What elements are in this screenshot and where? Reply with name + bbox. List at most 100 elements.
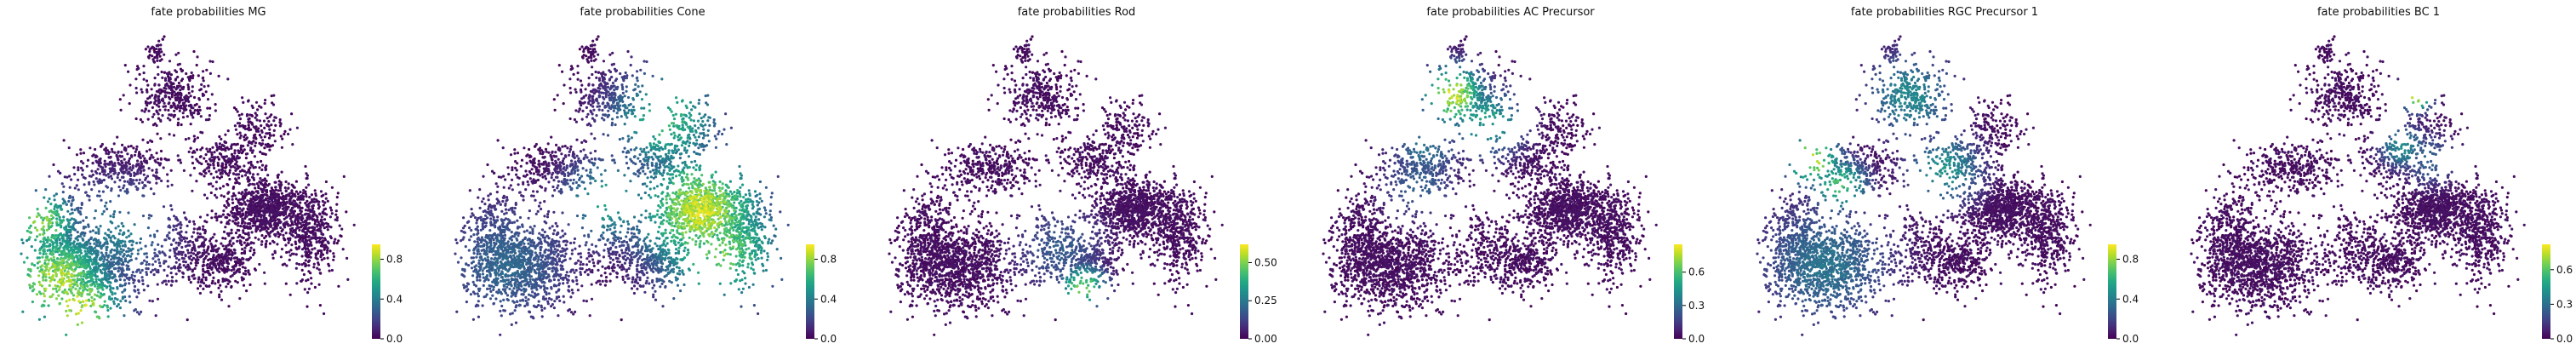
scatter-point [94,209,97,213]
scatter-point [49,220,53,225]
scatter-point [179,67,183,71]
scatter-point [229,249,232,252]
scatter-point [43,244,46,248]
scatter-point [55,223,59,227]
scatter-point [221,166,225,169]
scatter-point [242,207,245,210]
scatter-point [163,78,168,82]
scatter-point [163,108,167,112]
scatter-point [294,266,298,270]
scatter-point [226,282,230,285]
scatter-point [176,154,180,157]
scatter-point [578,244,581,248]
scatter-point [201,146,204,150]
scatter-point [67,257,71,261]
scatter-point [215,196,219,199]
scatter-point [636,287,639,290]
scatter-point [179,238,182,242]
scatter-point [92,303,95,306]
scatter-point [142,65,146,68]
scatter-point [287,224,290,227]
scatter-point [83,232,87,235]
scatter-point [568,77,572,81]
scatter-point [150,88,153,91]
scatter-point [631,278,635,281]
scatter-point [21,241,25,244]
scatter-point [202,267,205,271]
scatter-point [179,89,182,92]
scatter-point [123,243,127,247]
scatter-point [538,163,541,166]
scatter-point [226,258,229,261]
scatter-point [147,167,151,170]
scatter-point [129,232,133,236]
scatter-point [288,293,292,296]
scatter-point [54,270,57,273]
scatter-point [332,255,336,258]
scatter-point [28,216,31,220]
scatter-point [312,262,316,266]
scatter-point [509,184,512,187]
scatter-point [134,289,137,293]
scatter-point [594,50,597,54]
scatter-point [206,271,209,274]
scatter-point [272,189,276,192]
scatter-point [210,151,214,154]
scatter-point [54,211,57,215]
scatter-point [227,268,231,272]
scatter-point [153,50,157,54]
scatter-point [180,70,184,73]
scatter-point [341,248,345,251]
scatter-point [218,152,221,155]
scatter-point [294,231,297,234]
scatter-point [217,215,221,218]
scatter-point [142,173,146,176]
scatter-point [261,187,265,191]
scatter-point [151,169,154,172]
scatter-point [43,248,46,251]
scatter-point [79,259,83,262]
scatter-point [132,182,135,186]
scatter-point [176,94,180,97]
scatter-point [248,283,252,287]
scatter-point [49,203,53,206]
scatter-point [198,172,202,175]
scatter-point [308,217,311,220]
scatter-point [44,216,48,220]
scatter-point [134,117,138,121]
scatter-point [179,226,182,230]
scatter-point [260,240,264,243]
scatter-point [184,253,187,257]
scatter-point [68,298,71,301]
scatter-point [231,215,235,218]
scatter-point [80,264,83,268]
scatter-point [77,247,80,250]
scatter-point [157,66,160,69]
scatter-point [254,137,258,140]
scatter-point [157,83,161,87]
scatter-point [612,62,615,66]
scatter-point [254,144,257,147]
scatter-point [541,175,545,179]
scatter-point [299,212,302,215]
scatter-point [270,198,273,202]
scatter-point [101,263,105,267]
scatter-point [50,224,54,227]
scatter-point [47,269,50,272]
scatter-point [591,261,596,265]
scatter-point [621,275,625,278]
scatter-point [134,185,138,188]
scatter-point [241,217,244,220]
colorbar-tick-label: 0.0 [386,333,403,345]
scatter-point [242,231,245,234]
scatter-point [122,225,125,228]
scatter-point [163,71,167,74]
scatter-point [104,149,108,152]
scatter-point [587,251,591,255]
scatter-point [238,263,242,266]
scatter-point [191,274,194,278]
scatter-point [320,258,323,261]
scatter-point [313,222,317,226]
scatter-point [277,211,280,215]
scatter-point [189,109,192,112]
